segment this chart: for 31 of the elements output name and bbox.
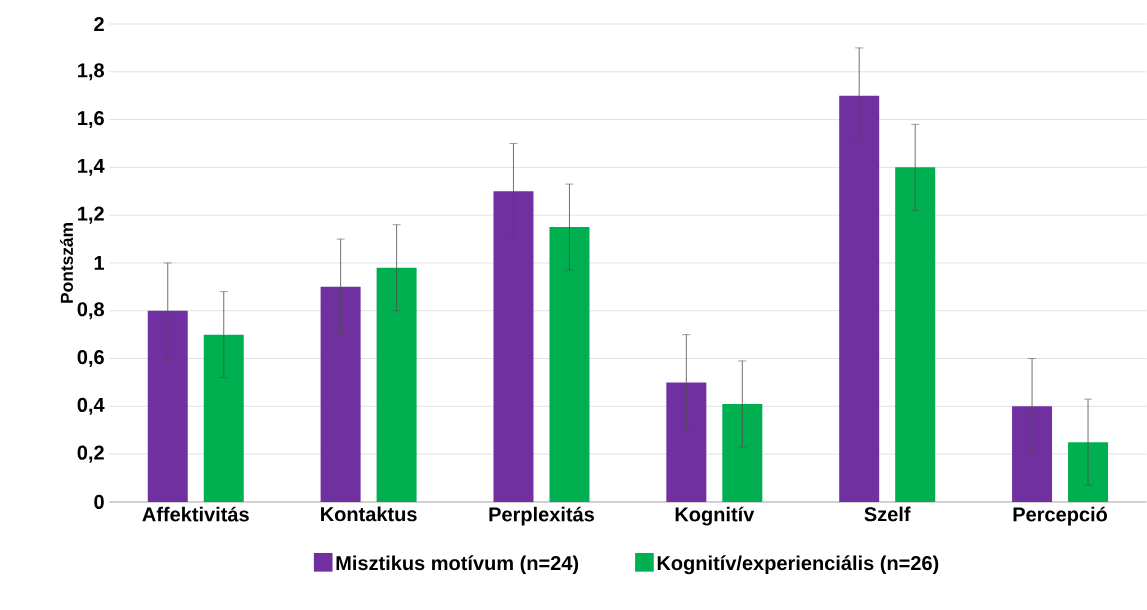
bar — [666, 382, 707, 502]
x-tick-label: Szelf — [864, 506, 911, 522]
y-tick-label: 1,4 — [78, 158, 105, 176]
x-tick-label: Kontaktus — [321, 506, 417, 522]
y-tick-label: 0,2 — [77, 445, 104, 463]
legend-label: Misztikus motívum (n=24) — [336, 555, 579, 575]
y-tick-label: 1,8 — [78, 63, 104, 81]
bar — [895, 167, 936, 502]
y-tick-label: 1 — [94, 256, 105, 270]
bar — [1012, 406, 1053, 502]
y-tick-label: 1,2 — [78, 206, 104, 224]
bar — [320, 286, 361, 502]
x-tick-label: Perplexitás — [489, 506, 594, 526]
bar — [376, 267, 417, 502]
y-tick-label: 0,4 — [77, 397, 105, 415]
y-tick-label: 0 — [94, 494, 104, 510]
bar — [203, 334, 244, 502]
y-tick-label: 0,6 — [77, 350, 104, 368]
y-tick-label: 0,8 — [77, 302, 104, 320]
bar — [549, 227, 590, 502]
bar — [493, 191, 534, 502]
x-tick-label: Kognitív — [675, 506, 755, 526]
y-tick-label: 2 — [94, 17, 104, 32]
bar — [722, 403, 763, 502]
legend-label: Kognitív/experienciális (n=26) — [657, 555, 939, 575]
y-tick-label: 1,6 — [78, 111, 104, 129]
bar — [147, 310, 188, 502]
x-tick-label: Affektivitás — [142, 506, 249, 522]
x-tick-label: Percepció — [1013, 506, 1108, 526]
bar — [839, 95, 880, 502]
y-axis-title: Pontszám — [60, 223, 73, 303]
